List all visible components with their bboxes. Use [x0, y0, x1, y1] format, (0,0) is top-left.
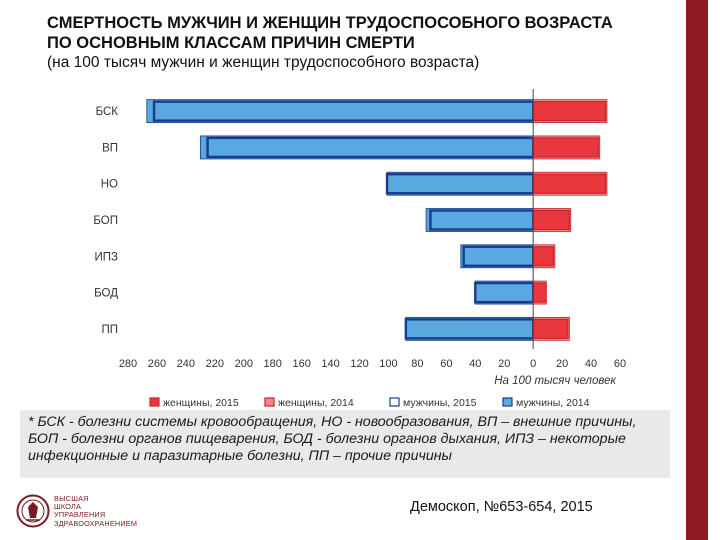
- category-label: БОП: [93, 215, 118, 227]
- x-tick-label: 40: [585, 358, 597, 370]
- legend-label: женщины, 2014: [278, 397, 354, 409]
- x-tick-label: 20: [498, 358, 510, 370]
- legend-swatch: [502, 397, 513, 407]
- bar-women-2015: [532, 173, 607, 194]
- source-citation: Демоскоп, №653-654, 2015: [410, 499, 593, 515]
- bar-women-2015: [532, 282, 547, 303]
- logo-line-2: ШКОЛА: [54, 502, 82, 512]
- bar-men-2015: [462, 245, 535, 267]
- category-label: НО: [101, 179, 118, 191]
- bar-women-2015: [532, 318, 569, 339]
- x-tick-label: 200: [235, 358, 253, 370]
- x-tick-label: 100: [379, 358, 397, 370]
- x-tick-label: 220: [206, 358, 224, 370]
- title-subtitle: (на 100 тысяч мужчин и женщин трудоспосо…: [47, 54, 480, 71]
- bar-women-2015: [532, 209, 570, 231]
- x-tick-label: 280: [119, 358, 137, 370]
- x-tick-label: 240: [177, 358, 195, 370]
- x-tick-label: 260: [148, 358, 166, 370]
- right-decor-edge: [708, 0, 720, 540]
- category-label: ВП: [102, 142, 118, 154]
- legend-swatch: [389, 397, 400, 407]
- legend-swatch: [264, 397, 275, 407]
- footnote-line-3: инфекционные и паразитарные болезни, ПП …: [28, 448, 452, 464]
- logo-line-1: ВЫСШАЯ: [54, 494, 89, 503]
- title-line-1: СМЕРТНОСТЬ МУЖЧИН И ЖЕНЩИН ТРУДОСПОСОБНО…: [47, 14, 613, 32]
- x-tick-label: 160: [292, 358, 310, 370]
- footnote-line-1: * БСК - болезни системы кровообращения, …: [28, 414, 637, 430]
- bar-women-2015: [532, 101, 607, 122]
- x-tick-label: 120: [350, 358, 368, 370]
- school-logo: ВЫСШАЯ ШКОЛА УПРАВЛЕНИЯ ЗДРАВООХРАНЕНИЕМ: [16, 494, 156, 534]
- bar-men-2015: [152, 100, 535, 122]
- bar-women-2015: [532, 246, 555, 267]
- category-label: БОД: [94, 288, 118, 300]
- bar-men-2015: [474, 281, 535, 304]
- abbreviation-footnote: * БСК - болезни системы кровообращения, …: [20, 410, 670, 478]
- legend-swatch: [149, 397, 160, 407]
- title-line-2: ПО ОСНОВНЫМ КЛАССАМ ПРИЧИН СМЕРТИ: [47, 34, 415, 52]
- footnote-line-2: БОП - болезни органов пищеварения, БОД -…: [28, 431, 626, 447]
- bar-men-2015: [404, 318, 535, 340]
- logo-wordmark: ВЫСШАЯ ШКОЛА УПРАВЛЕНИЯ ЗДРАВООХРАНЕНИЕМ: [54, 494, 138, 528]
- bar-women-2015: [532, 137, 599, 158]
- logo-line-4: ЗДРАВООХРАНЕНИЕМ: [54, 518, 138, 528]
- category-label: ИПЗ: [95, 251, 119, 263]
- x-axis-title: На 100 тысяч человек: [494, 375, 616, 387]
- bar-men-2015: [206, 136, 535, 159]
- legend-label: женщины, 2015: [163, 397, 239, 409]
- x-tick-label: 60: [614, 358, 626, 370]
- logo-line-3: УПРАВЛЕНИЯ: [54, 510, 106, 520]
- x-tick-label: 40: [469, 358, 481, 370]
- bar-men-2015: [385, 173, 535, 195]
- x-tick-label: 180: [264, 358, 282, 370]
- legend-label: мужчины, 2014: [516, 397, 590, 409]
- x-tick-label: 20: [556, 358, 568, 370]
- category-label: БСК: [96, 106, 119, 118]
- bar-men-2015: [429, 209, 535, 231]
- x-tick-label: 60: [440, 358, 452, 370]
- right-decor-band: [686, 0, 708, 540]
- x-tick-label: 80: [411, 358, 423, 370]
- x-tick-label: 0: [530, 358, 536, 370]
- category-label: ПП: [101, 324, 118, 336]
- x-tick-label: 140: [321, 358, 339, 370]
- slide-title: СМЕРТНОСТЬ МУЖЧИН И ЖЕНЩИН ТРУДОСПОСОБНО…: [47, 13, 687, 72]
- legend-label: мужчины, 2015: [403, 397, 477, 409]
- emblem-icon: [16, 494, 50, 528]
